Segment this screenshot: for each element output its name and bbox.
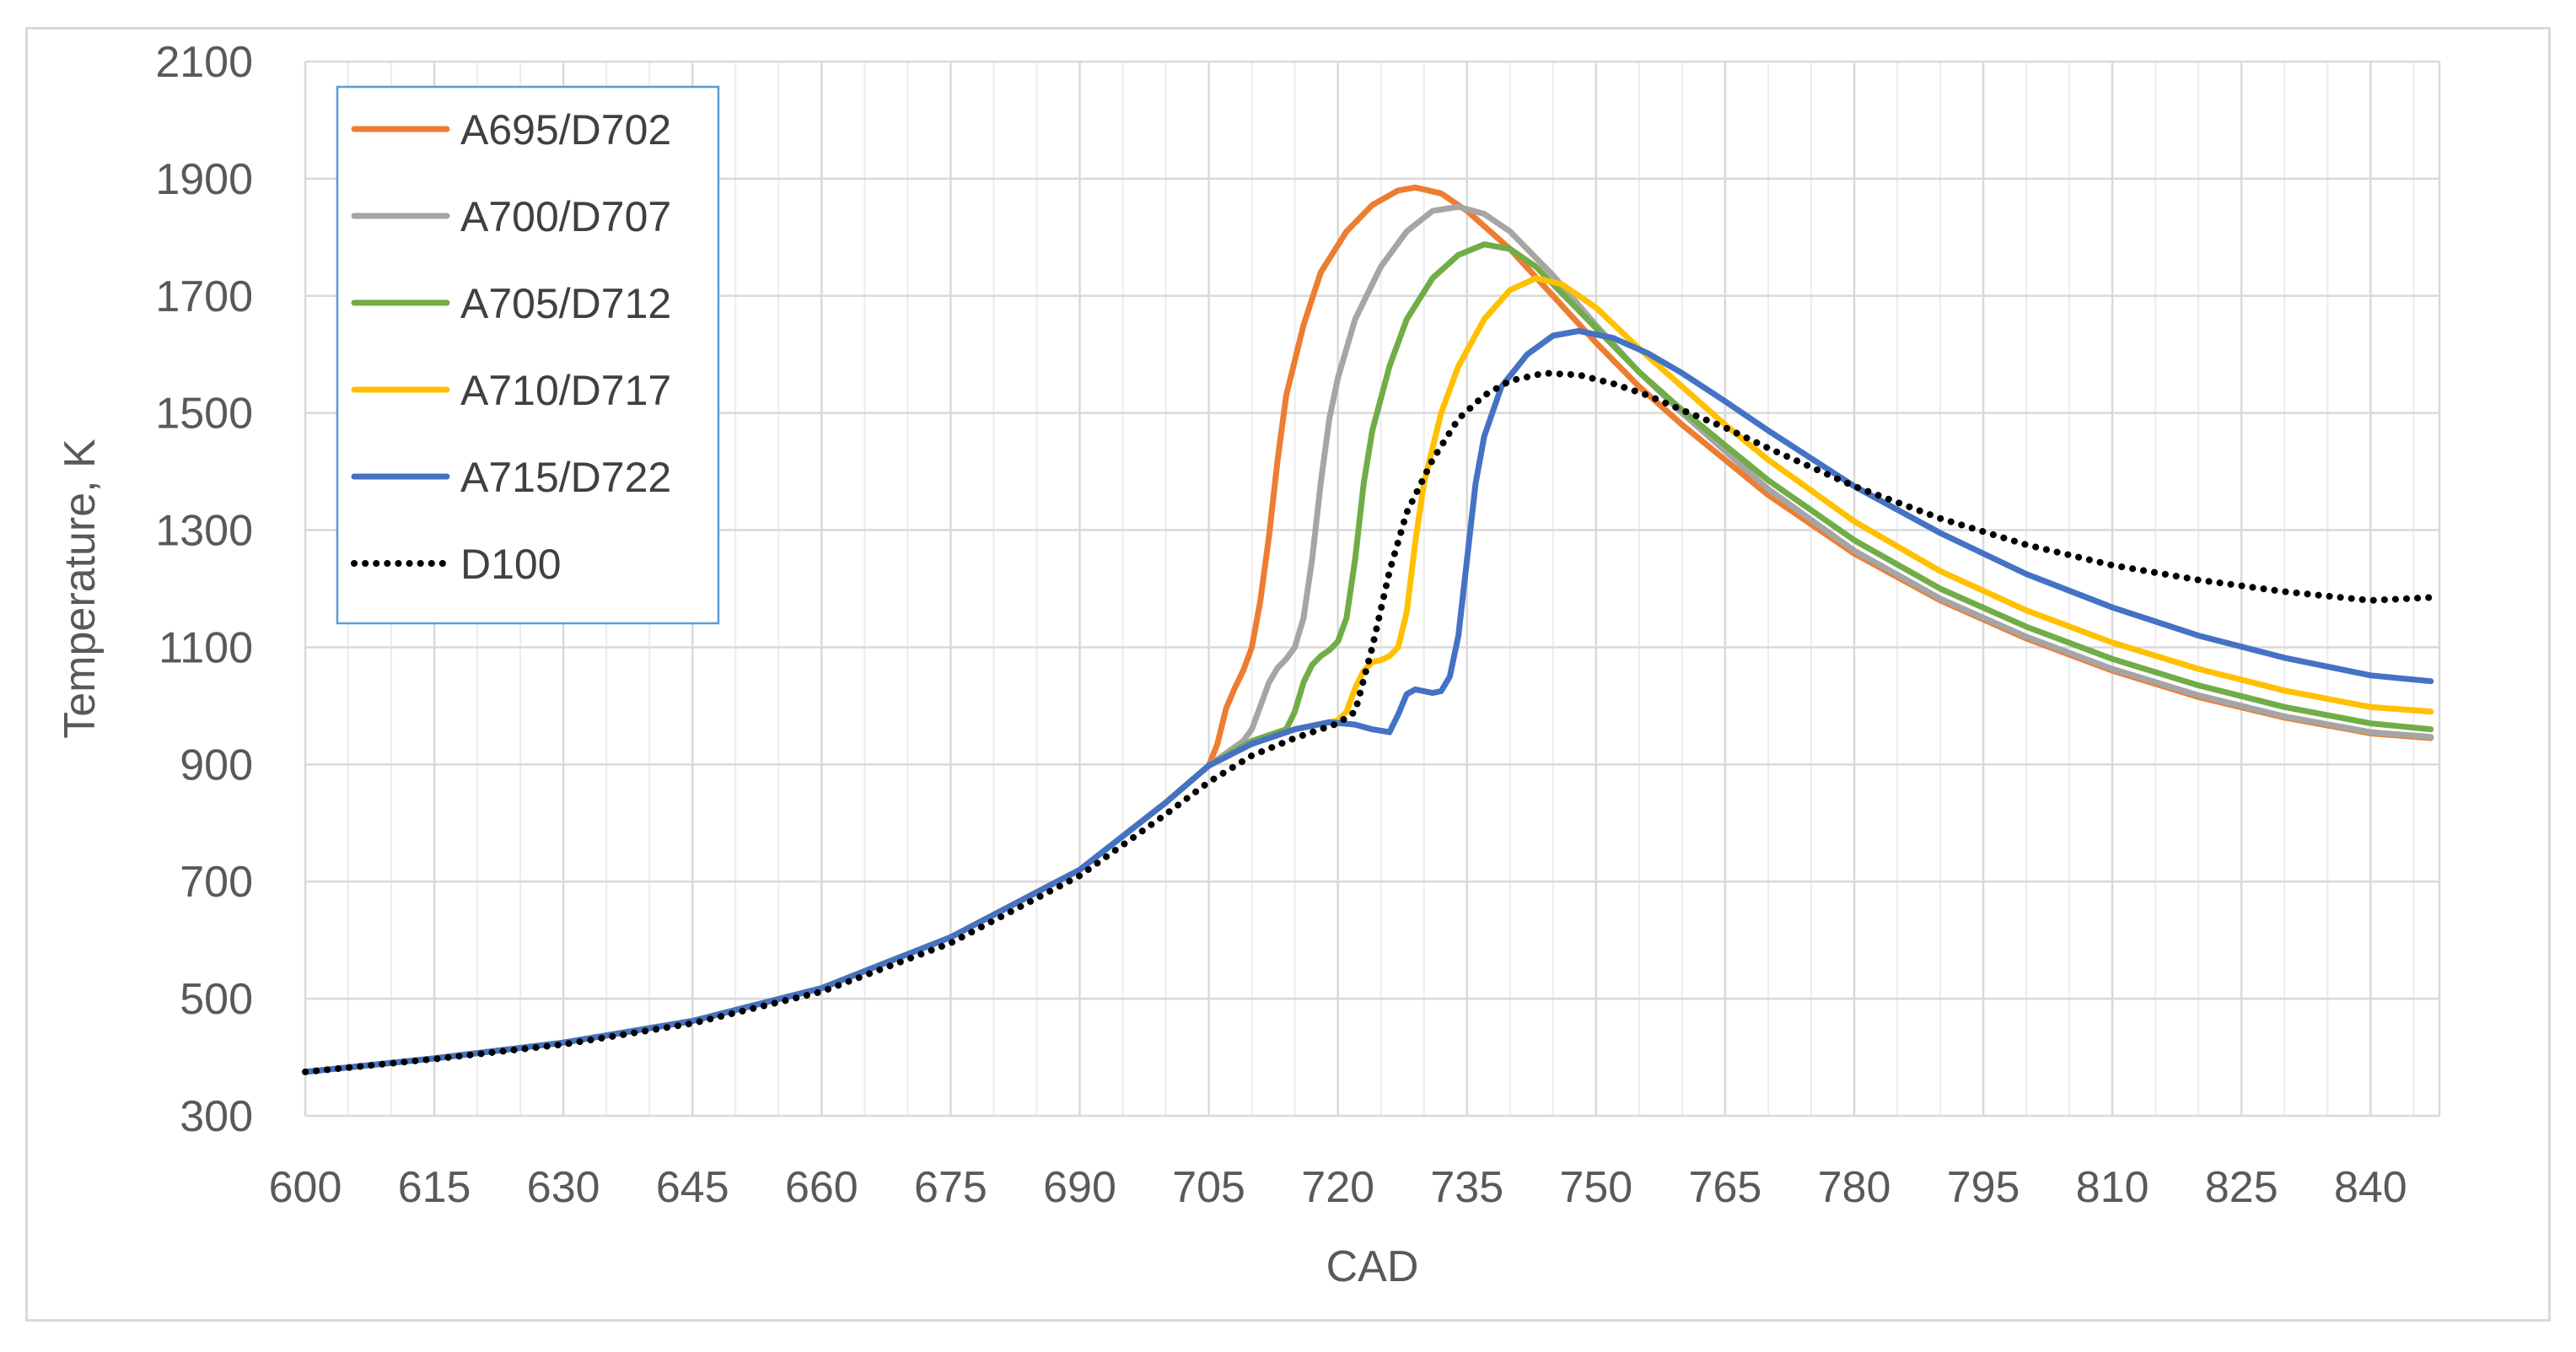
y-tick-label: 500 <box>180 975 253 1024</box>
y-axis-tick-labels: 300 500 700 900 1100 1300 1500 1700 1900 2100 <box>155 38 253 1141</box>
x-tick-label: 705 <box>1172 1163 1245 1212</box>
legend-label: A695/D702 <box>460 106 671 154</box>
y-tick-label: 1300 <box>155 507 253 556</box>
x-tick-label: 840 <box>2334 1163 2407 1212</box>
x-tick-label: 765 <box>1689 1163 1762 1212</box>
x-tick-label: 735 <box>1430 1163 1503 1212</box>
y-tick-label: 1700 <box>155 272 253 321</box>
x-tick-label: 645 <box>656 1163 729 1212</box>
x-tick-label: 630 <box>527 1163 600 1212</box>
y-tick-label: 1900 <box>155 155 253 204</box>
y-tick-label: 900 <box>180 741 253 789</box>
x-tick-label: 600 <box>269 1163 342 1212</box>
x-tick-label: 690 <box>1043 1163 1116 1212</box>
y-tick-label: 2100 <box>155 38 253 87</box>
legend-label: D100 <box>460 541 562 588</box>
y-tick-label: 700 <box>180 858 253 907</box>
x-tick-label: 750 <box>1559 1163 1632 1212</box>
series-line-d100 <box>302 369 2434 1075</box>
series-layer <box>302 184 2434 1075</box>
x-tick-label: 810 <box>2076 1163 2149 1212</box>
legend-label: A700/D707 <box>460 193 671 240</box>
y-tick-label: 1500 <box>155 390 253 439</box>
minor-gridlines <box>347 62 2415 1116</box>
x-tick-label: 660 <box>785 1163 858 1212</box>
x-tick-label: 795 <box>1947 1163 2020 1212</box>
legend-label: A710/D717 <box>460 367 671 414</box>
y-tick-label: 300 <box>180 1092 253 1141</box>
x-axis-title: CAD <box>1326 1242 1419 1291</box>
y-axis-title: Temperature, K <box>56 439 105 739</box>
legend-label: A705/D712 <box>460 280 671 327</box>
legend: A695/D702 A700/D707 A705/D712 A710/D717 A715… <box>336 85 720 625</box>
x-axis-tick-labels: 600 615 630 645 660 675 690 705 720 735 750 765 780 7… <box>269 1163 2407 1212</box>
x-tick-label: 615 <box>398 1163 471 1212</box>
x-tick-label: 780 <box>1818 1163 1891 1212</box>
x-tick-label: 720 <box>1301 1163 1374 1212</box>
legend-label: A715/D722 <box>460 454 671 501</box>
x-tick-label: 675 <box>914 1163 987 1212</box>
x-tick-label: 825 <box>2205 1163 2278 1212</box>
series-line-a715-d722 <box>302 327 2434 1075</box>
y-tick-label: 1100 <box>159 623 253 672</box>
legend-box <box>336 85 720 625</box>
